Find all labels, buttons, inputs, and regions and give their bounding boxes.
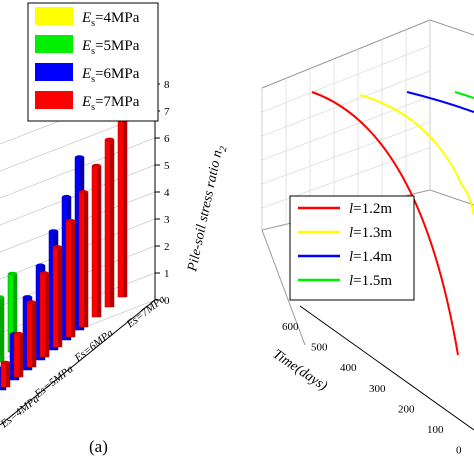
series-line <box>311 91 459 356</box>
time-tick-label: 100 <box>427 424 444 436</box>
category-axis-label: Es=7MPa <box>124 293 168 331</box>
z-axis-title-subscript: 2 <box>218 145 230 152</box>
time-tick-labels: 600 500 400 300 200 100 0 <box>282 321 462 457</box>
line-chart-series <box>311 91 474 356</box>
line-legend-box <box>289 195 415 301</box>
z-tick-label: 0 <box>164 295 170 307</box>
bar <box>52 245 63 348</box>
z-tick-label: 2 <box>164 241 170 253</box>
legend-label: Es=5MPa <box>81 38 140 57</box>
category-axis-label: Es=5MPa <box>32 363 76 401</box>
z-tick-label: 1 <box>164 268 170 280</box>
legend-swatch <box>35 91 73 109</box>
z-tick-label: 3 <box>164 214 170 226</box>
line-legend-label: l=1.2m <box>349 201 392 217</box>
time-axis-title: Time(days) <box>270 347 330 394</box>
legend-swatch <box>35 7 73 25</box>
series-line <box>454 91 474 99</box>
bar <box>104 137 115 308</box>
time-tick-label: 200 <box>398 403 415 415</box>
line-chart-legend: l=1.2m l=1.3m l=1.4m l=1.5m <box>289 195 415 301</box>
line-legend-label: l=1.5m <box>349 273 392 289</box>
z-tick-label: 4 <box>164 187 170 199</box>
bar <box>117 106 128 298</box>
bar <box>26 300 37 368</box>
category-axis-label: Es=4MPa <box>0 393 42 431</box>
time-tick-label: 600 <box>282 321 299 333</box>
series-line <box>359 94 463 186</box>
bar-chart-panel: 0 1 2 3 4 5 6 7 8 Pile-soil stress ratio n2 Es=4… <box>0 2 230 456</box>
legend-label: Es=4MPa <box>81 10 140 29</box>
bar <box>65 218 76 338</box>
bar <box>0 360 11 388</box>
line-legend-label: l=1.3m <box>349 225 392 241</box>
legend-swatch <box>35 35 73 53</box>
z-tick-label: 8 <box>164 79 170 91</box>
time-tick-label: 0 <box>456 445 462 457</box>
time-tick-label: 500 <box>311 342 328 354</box>
legend-label: Es=7MPa <box>81 94 140 113</box>
bar <box>0 295 5 363</box>
bar <box>78 190 89 328</box>
line-chart-gridline <box>261 121 431 185</box>
base-axis-line <box>0 299 156 426</box>
line-chart-gridlines <box>261 20 431 230</box>
bar <box>91 163 102 318</box>
z-tick-label: 5 <box>164 160 170 172</box>
legend-label: Es=6MPa <box>81 66 140 85</box>
bar <box>13 331 24 378</box>
z-axis-title: Pile-soil stress ratio n2 <box>185 144 230 274</box>
line-chart-gridline <box>261 96 431 161</box>
time-tick-label: 300 <box>369 383 386 395</box>
legend-swatch <box>35 63 73 81</box>
panel-label-a: (a) <box>89 437 108 456</box>
z-tick-label: 7 <box>164 106 170 118</box>
z-tick-label: 6 <box>164 133 170 145</box>
bar <box>39 271 50 358</box>
bar-chart-legend: Es=4MPa Es=5MPa Es=6MPa Es=7MPa <box>27 2 159 122</box>
bar-chart-bars <box>0 106 128 391</box>
time-tick-label: 400 <box>340 362 357 374</box>
line-chart-gridline <box>261 45 431 113</box>
category-axis-label: Es=6MPa <box>72 327 116 365</box>
line-chart-gridline <box>261 70 431 137</box>
series-line <box>406 91 474 113</box>
time-axis-line <box>299 305 474 431</box>
series-line <box>461 184 474 216</box>
line-legend-label: l=1.4m <box>349 249 392 265</box>
